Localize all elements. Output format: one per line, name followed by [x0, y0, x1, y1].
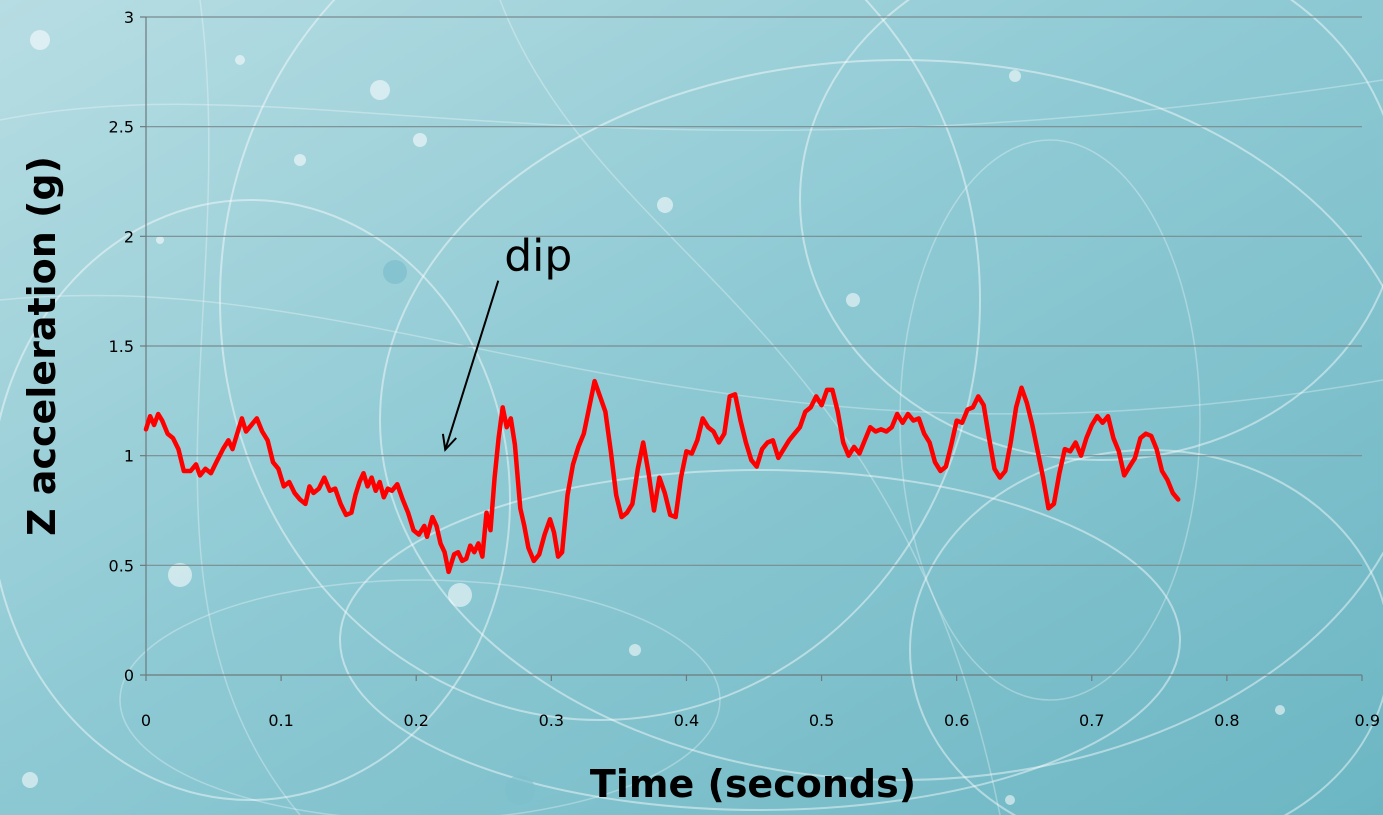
y-tick-label: 2	[124, 227, 134, 246]
x-tick-label: 0.3	[539, 711, 564, 730]
series-line-0	[143, 378, 1181, 575]
y-tick-label: 1	[124, 447, 134, 466]
x-tick-label: 0.4	[674, 711, 699, 730]
x-tick-label: 0.6	[944, 711, 969, 730]
y-tick-label: 1.5	[109, 337, 134, 356]
y-tick-label: 0.5	[109, 556, 134, 575]
x-tick-label: 0	[141, 711, 151, 730]
x-tick-label: 0.7	[1079, 711, 1104, 730]
x-tick-label: 0.8	[1214, 711, 1239, 730]
x-tick-label: 0.2	[403, 711, 428, 730]
y-tick-label: 3	[124, 8, 134, 27]
y-axis-ticks: 0 0.5 1 1.5 2 2.5 3	[109, 8, 146, 685]
annotation-text: dip	[504, 231, 572, 282]
series	[143, 378, 1181, 575]
y-tick-label: 0	[124, 666, 134, 685]
x-axis-ticks: 0 0.1 0.2 0.3 0.4 0.5 0.6 0.7 0.8 0.9	[141, 675, 1380, 730]
y-tick-label: 2.5	[109, 118, 134, 137]
x-tick-label: 0.5	[809, 711, 834, 730]
annotation-arrowhead	[441, 433, 457, 452]
annotation-arrow	[444, 280, 500, 450]
y-axis-title: Z acceleration (g)	[20, 156, 64, 536]
x-tick-label: 0.9	[1355, 711, 1380, 730]
annotations: dip	[441, 231, 572, 452]
x-tick-label: 0.1	[268, 711, 293, 730]
x-axis-title: Time (seconds)	[590, 762, 916, 806]
